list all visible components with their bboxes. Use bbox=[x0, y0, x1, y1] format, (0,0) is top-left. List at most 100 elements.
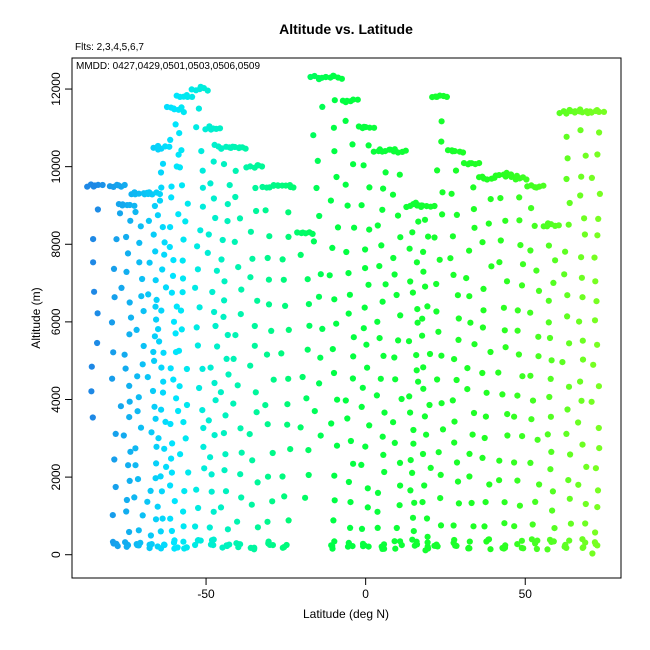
data-point bbox=[552, 257, 559, 264]
data-point bbox=[223, 355, 230, 362]
data-point bbox=[304, 346, 311, 353]
data-point bbox=[112, 483, 119, 491]
data-point bbox=[137, 424, 145, 431]
data-point bbox=[150, 231, 157, 238]
data-point bbox=[278, 350, 285, 357]
data-point bbox=[175, 407, 182, 415]
data-point bbox=[254, 524, 261, 531]
data-point bbox=[514, 392, 521, 399]
data-point bbox=[594, 504, 601, 511]
data-point bbox=[253, 409, 260, 416]
data-point bbox=[110, 349, 117, 356]
data-point bbox=[235, 264, 242, 271]
data-point bbox=[549, 488, 557, 495]
data-point bbox=[434, 543, 441, 550]
data-point bbox=[122, 365, 129, 372]
data-point bbox=[126, 477, 133, 484]
data-point bbox=[152, 248, 159, 255]
data-point bbox=[158, 307, 165, 314]
data-point bbox=[546, 334, 554, 342]
data-point bbox=[426, 401, 433, 409]
data-point bbox=[286, 182, 293, 189]
data-point bbox=[546, 393, 553, 401]
data-point bbox=[168, 289, 175, 296]
data-point bbox=[410, 426, 417, 434]
data-point bbox=[230, 400, 237, 407]
data-point bbox=[208, 488, 215, 495]
data-point bbox=[136, 239, 143, 246]
data-point bbox=[451, 439, 458, 446]
data-point bbox=[364, 504, 371, 511]
data-point bbox=[396, 502, 403, 509]
data-point bbox=[167, 365, 174, 372]
data-point bbox=[591, 317, 599, 324]
data-point bbox=[447, 255, 454, 262]
data-point bbox=[382, 281, 389, 288]
data-point bbox=[327, 197, 334, 204]
data-point bbox=[480, 285, 487, 292]
data-point bbox=[134, 476, 142, 483]
data-point bbox=[564, 292, 571, 299]
data-point bbox=[515, 351, 523, 358]
data-point bbox=[449, 233, 456, 240]
data-point bbox=[264, 518, 271, 525]
data-point bbox=[502, 542, 509, 549]
data-point bbox=[195, 105, 202, 112]
data-point bbox=[132, 208, 139, 216]
data-point bbox=[342, 397, 349, 404]
data-point bbox=[592, 529, 599, 536]
data-point bbox=[374, 489, 382, 496]
data-point bbox=[297, 251, 304, 258]
data-point bbox=[366, 124, 373, 131]
data-point bbox=[197, 83, 204, 90]
data-point bbox=[127, 314, 135, 321]
data-point bbox=[172, 330, 179, 337]
data-point bbox=[415, 218, 422, 225]
data-point bbox=[566, 199, 573, 207]
data-point bbox=[319, 103, 326, 110]
data-point bbox=[90, 183, 97, 190]
data-point bbox=[204, 249, 211, 256]
data-point bbox=[379, 298, 386, 305]
data-point bbox=[194, 243, 201, 250]
data-point bbox=[242, 145, 249, 152]
data-point bbox=[279, 256, 286, 263]
data-point bbox=[436, 256, 443, 263]
data-point bbox=[548, 357, 555, 364]
data-point bbox=[410, 528, 417, 535]
data-point bbox=[88, 388, 95, 395]
data-point bbox=[393, 524, 400, 532]
data-point bbox=[314, 157, 321, 164]
data-point bbox=[406, 393, 413, 400]
data-point bbox=[230, 355, 237, 362]
data-point bbox=[596, 129, 603, 136]
data-point bbox=[566, 340, 573, 347]
data-point bbox=[579, 294, 586, 301]
data-point bbox=[114, 543, 121, 550]
data-point bbox=[220, 430, 227, 437]
data-point bbox=[470, 523, 477, 530]
data-point bbox=[455, 315, 462, 322]
data-point bbox=[482, 499, 489, 506]
data-point bbox=[481, 434, 488, 442]
y-tick-label: 8000 bbox=[49, 231, 63, 258]
data-point bbox=[238, 449, 245, 456]
data-point bbox=[406, 245, 413, 252]
data-point bbox=[194, 266, 201, 273]
data-point bbox=[466, 160, 473, 167]
data-point bbox=[176, 130, 183, 137]
data-point bbox=[265, 538, 272, 545]
data-point bbox=[237, 311, 244, 318]
data-point bbox=[502, 344, 509, 351]
data-point bbox=[127, 448, 134, 455]
data-point bbox=[381, 545, 388, 552]
data-point bbox=[479, 173, 486, 180]
data-point bbox=[420, 268, 427, 275]
data-point bbox=[183, 401, 191, 409]
data-point bbox=[279, 473, 286, 480]
data-point bbox=[567, 451, 574, 458]
data-point bbox=[516, 502, 524, 509]
data-point bbox=[592, 465, 600, 472]
data-point bbox=[437, 495, 444, 502]
data-point bbox=[438, 400, 445, 407]
